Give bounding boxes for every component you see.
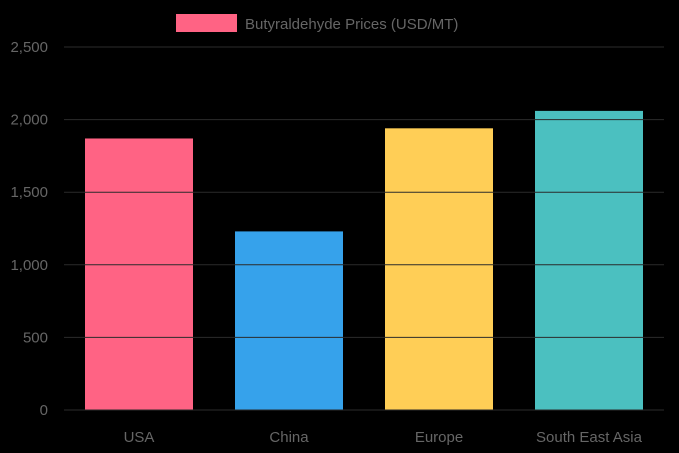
y-tick-label: 0 [40,402,48,419]
bar-china[interactable] [235,231,343,410]
bar-europe[interactable] [385,128,493,410]
x-axis-labels: USA China Europe South East Asia [124,429,643,446]
legend-swatch [176,14,237,32]
x-tick-label: China [269,429,309,446]
y-tick-label: 1,000 [10,257,48,274]
bar-south-east-asia[interactable] [535,110,643,410]
grid-layer [64,46,664,411]
legend[interactable]: Butyraldehyde Prices (USD/MT) [176,14,458,33]
legend-label: Butyraldehyde Prices (USD/MT) [245,16,458,33]
y-tick-label: 500 [23,329,48,346]
bar-usa[interactable] [85,138,193,410]
y-tick-label: 1,500 [10,184,48,201]
y-axis-ticks: 0 500 1,000 1,500 2,000 2,500 [10,39,48,419]
x-tick-label: South East Asia [536,429,643,446]
y-tick-label: 2,500 [10,39,48,56]
x-tick-label: USA [124,429,155,446]
x-tick-label: Europe [415,429,463,446]
bars-layer [85,110,643,410]
y-tick-label: 2,000 [10,112,48,129]
